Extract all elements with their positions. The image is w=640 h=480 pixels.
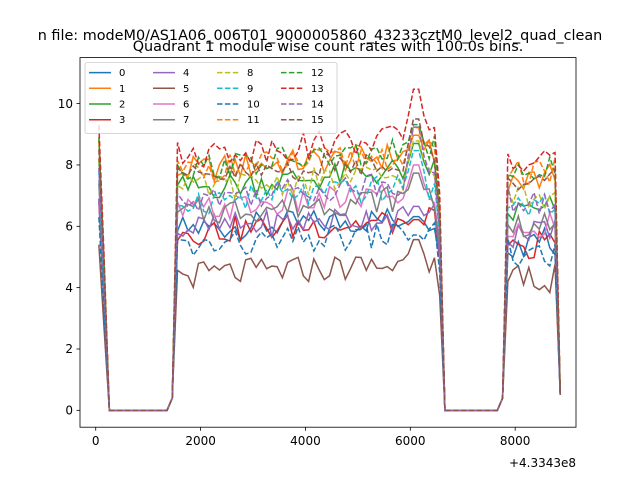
x-tick-label: 8000 xyxy=(500,434,531,448)
legend-box xyxy=(84,62,338,134)
plot-frame xyxy=(79,57,577,428)
series-line-15 xyxy=(98,118,562,412)
x-tick-label: 0 xyxy=(92,434,100,448)
series-layer xyxy=(98,88,562,412)
legend-label-8: 8 xyxy=(247,68,253,79)
legend-label-7: 7 xyxy=(183,115,189,126)
y-tick-label: 0 xyxy=(65,404,73,418)
legend-label-5: 5 xyxy=(183,84,189,95)
legend-label-1: 1 xyxy=(119,84,125,95)
figure-suptitle: n file: modeM0/AS1A06_006T01_9000005860_… xyxy=(38,28,603,44)
x-tick-label: 4000 xyxy=(290,434,321,448)
y-tick-label: 6 xyxy=(65,219,73,233)
x-tick-label: 6000 xyxy=(395,434,426,448)
legend-label-2: 2 xyxy=(119,100,125,111)
y-tick-label: 8 xyxy=(65,158,73,172)
legend-label-10: 10 xyxy=(247,100,260,111)
legend-label-6: 6 xyxy=(183,100,189,111)
y-tick-label: 4 xyxy=(65,281,73,295)
x-axis: 0 2000 4000 6000 8000 xyxy=(92,427,531,448)
y-tick-label: 10 xyxy=(58,97,73,111)
series-line-8 xyxy=(98,140,562,412)
legend-label-14: 14 xyxy=(311,100,324,111)
legend-label-13: 13 xyxy=(311,84,324,95)
legend-label-9: 9 xyxy=(247,84,253,95)
x-tick-label: 2000 xyxy=(185,434,216,448)
legend-label-15: 15 xyxy=(311,115,324,126)
y-tick-label: 2 xyxy=(65,342,73,356)
legend-label-3: 3 xyxy=(119,115,125,126)
y-axis: 0 2 4 6 8 10 xyxy=(58,97,80,418)
legend-label-4: 4 xyxy=(183,68,189,79)
legend-label-0: 0 xyxy=(119,68,125,79)
series-line-14 xyxy=(98,126,562,412)
chart-title: Quadrant 1 module wise count rates with … xyxy=(133,39,524,55)
legend-label-12: 12 xyxy=(311,68,324,79)
legend-label-11: 11 xyxy=(247,115,260,126)
x-offset-label: +4.3343e8 xyxy=(509,456,576,470)
